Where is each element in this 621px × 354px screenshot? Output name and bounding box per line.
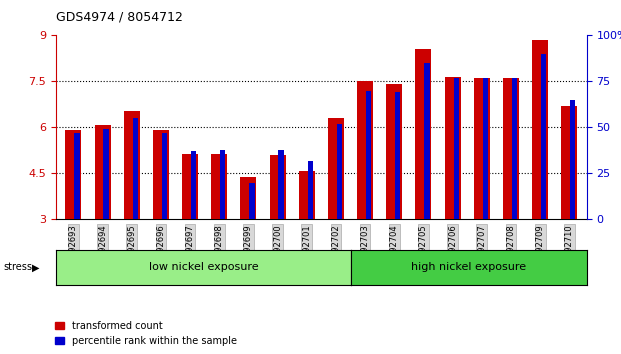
Text: low nickel exposure: low nickel exposure [148,262,258,272]
Bar [483,78,488,219]
Bar [453,78,459,219]
Text: GDS4974 / 8054712: GDS4974 / 8054712 [56,11,183,24]
Bar [75,133,79,219]
Bar [386,84,402,219]
Bar [124,110,140,219]
Text: stress: stress [3,262,32,272]
Bar [357,81,373,219]
Bar [240,177,256,219]
Bar [570,100,576,219]
Bar [220,149,225,219]
Bar [94,125,111,219]
Text: ▶: ▶ [32,262,40,272]
Bar [474,78,490,219]
Bar [503,78,519,219]
Bar [278,149,284,219]
Bar [512,78,517,219]
Bar [104,129,109,219]
Bar [395,92,401,219]
Bar [162,133,167,219]
Bar [307,161,313,219]
Legend: transformed count, percentile rank within the sample: transformed count, percentile rank withi… [55,321,237,346]
Bar [270,155,286,219]
Bar [133,118,138,219]
Bar [532,40,548,219]
Bar [561,106,578,219]
Bar [541,54,546,219]
Bar [65,130,81,219]
Bar [249,183,255,219]
Bar [337,124,342,219]
Bar [299,171,315,219]
Text: high nickel exposure: high nickel exposure [411,262,527,272]
Bar [182,154,198,219]
Bar [328,118,344,219]
Bar [424,63,430,219]
Bar [415,49,432,219]
Bar [211,154,227,219]
Bar [366,91,371,219]
Bar [445,77,461,219]
Bar [191,152,196,219]
Bar [153,130,169,219]
